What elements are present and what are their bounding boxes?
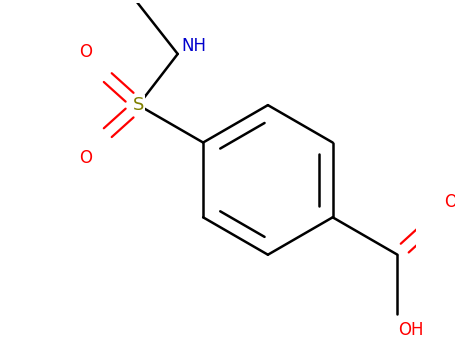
Text: O: O xyxy=(79,149,92,167)
Text: NH: NH xyxy=(181,37,206,55)
Text: OH: OH xyxy=(399,321,424,338)
Text: O: O xyxy=(79,43,92,61)
Text: S: S xyxy=(133,96,144,114)
Text: O: O xyxy=(444,193,455,211)
